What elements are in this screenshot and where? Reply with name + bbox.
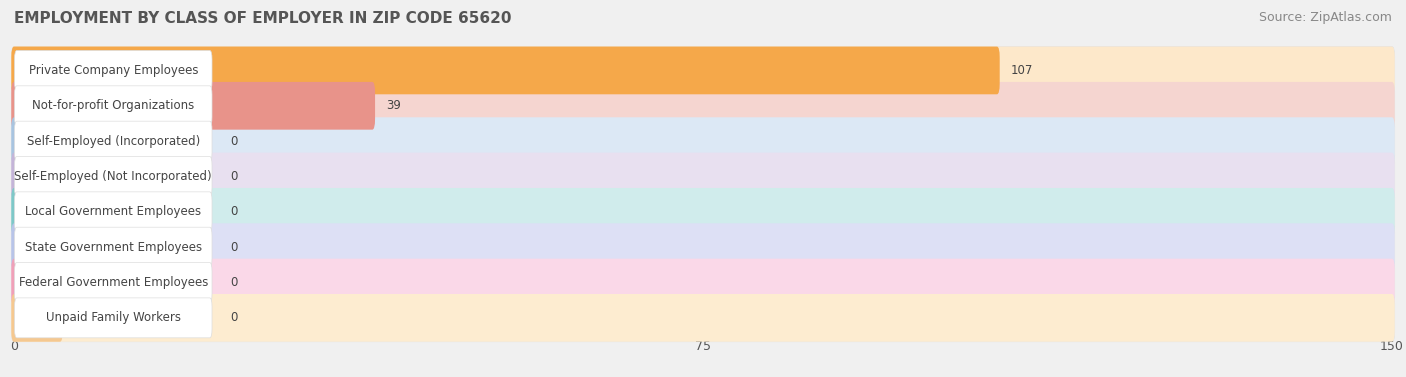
FancyBboxPatch shape: [11, 153, 1395, 200]
Text: 107: 107: [1011, 64, 1033, 77]
Text: 0: 0: [231, 170, 238, 183]
FancyBboxPatch shape: [11, 47, 1395, 94]
Text: Not-for-profit Organizations: Not-for-profit Organizations: [32, 99, 194, 112]
FancyBboxPatch shape: [11, 82, 1395, 130]
FancyBboxPatch shape: [11, 259, 1395, 307]
FancyBboxPatch shape: [14, 86, 212, 126]
FancyBboxPatch shape: [11, 188, 63, 236]
FancyBboxPatch shape: [11, 259, 1395, 307]
FancyBboxPatch shape: [11, 153, 63, 200]
FancyBboxPatch shape: [11, 117, 1395, 165]
FancyBboxPatch shape: [14, 192, 212, 232]
FancyBboxPatch shape: [14, 298, 212, 338]
Text: Local Government Employees: Local Government Employees: [25, 205, 201, 218]
FancyBboxPatch shape: [14, 227, 212, 267]
FancyBboxPatch shape: [11, 82, 375, 130]
FancyBboxPatch shape: [11, 223, 1395, 271]
FancyBboxPatch shape: [11, 47, 1395, 94]
Text: 0: 0: [231, 205, 238, 218]
Text: Unpaid Family Workers: Unpaid Family Workers: [46, 311, 181, 324]
FancyBboxPatch shape: [11, 223, 1395, 271]
FancyBboxPatch shape: [11, 153, 1395, 200]
Text: 0: 0: [231, 135, 238, 148]
FancyBboxPatch shape: [14, 121, 212, 161]
FancyBboxPatch shape: [11, 82, 1395, 130]
FancyBboxPatch shape: [11, 117, 1395, 165]
Text: Source: ZipAtlas.com: Source: ZipAtlas.com: [1258, 11, 1392, 24]
Text: Private Company Employees: Private Company Employees: [28, 64, 198, 77]
FancyBboxPatch shape: [11, 188, 1395, 236]
Text: Self-Employed (Not Incorporated): Self-Employed (Not Incorporated): [14, 170, 212, 183]
FancyBboxPatch shape: [11, 117, 63, 165]
FancyBboxPatch shape: [11, 294, 63, 342]
FancyBboxPatch shape: [11, 47, 1000, 94]
FancyBboxPatch shape: [11, 223, 63, 271]
Text: Self-Employed (Incorporated): Self-Employed (Incorporated): [27, 135, 200, 148]
FancyBboxPatch shape: [11, 294, 1395, 342]
Text: State Government Employees: State Government Employees: [25, 241, 202, 254]
Text: Federal Government Employees: Federal Government Employees: [18, 276, 208, 289]
FancyBboxPatch shape: [14, 51, 212, 90]
Text: EMPLOYMENT BY CLASS OF EMPLOYER IN ZIP CODE 65620: EMPLOYMENT BY CLASS OF EMPLOYER IN ZIP C…: [14, 11, 512, 26]
Text: 0: 0: [231, 311, 238, 324]
FancyBboxPatch shape: [11, 294, 1395, 342]
Text: 0: 0: [231, 241, 238, 254]
Text: 0: 0: [231, 276, 238, 289]
FancyBboxPatch shape: [14, 262, 212, 302]
FancyBboxPatch shape: [11, 188, 1395, 236]
Text: 39: 39: [387, 99, 401, 112]
FancyBboxPatch shape: [11, 259, 63, 307]
FancyBboxPatch shape: [14, 156, 212, 196]
